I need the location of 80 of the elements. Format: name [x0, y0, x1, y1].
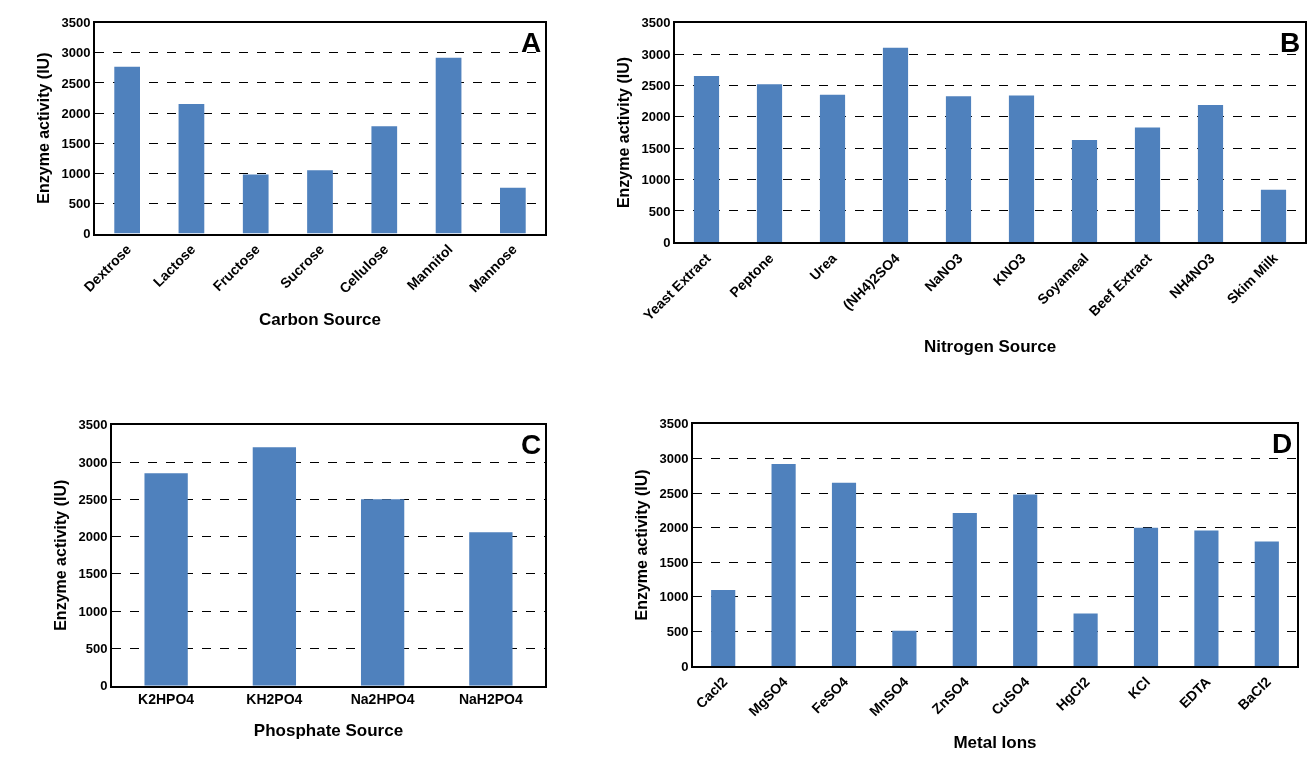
bar [1071, 140, 1098, 243]
y-tick-label: 1500 [641, 140, 671, 156]
bar [756, 84, 783, 243]
annotation: D [1272, 428, 1293, 459]
y-tick-label: 3000 [78, 454, 108, 470]
y-tick-label: 2000 [659, 520, 689, 536]
bar [469, 532, 513, 686]
bar [693, 76, 720, 243]
x-tick-label: Na2HPO4 [350, 691, 415, 708]
y-tick-label: 0 [83, 226, 91, 242]
bar [252, 447, 297, 686]
x-axis-title: Carbon Source [259, 310, 381, 330]
y-tick-label: 0 [663, 234, 671, 250]
x-axis-title: Phosphate Source [253, 721, 404, 741]
y-tick-label: 1500 [78, 566, 108, 582]
y-tick-label: 1000 [61, 165, 91, 181]
y-tick-label: 1000 [659, 589, 689, 605]
bar [1260, 189, 1287, 243]
y-tick-label: 0 [100, 678, 108, 694]
x-tick-label: K2HPO4 [138, 691, 195, 708]
x-tick-label: KH2PO4 [246, 691, 303, 708]
bar [771, 463, 796, 667]
y-tick-label: 3000 [61, 45, 91, 61]
y-tick-label: 1500 [61, 135, 91, 151]
bar [945, 96, 972, 243]
y-tick-label: 3500 [78, 417, 108, 433]
y-tick-label: 500 [648, 203, 671, 219]
bar [1194, 530, 1219, 667]
bar [144, 473, 188, 686]
x-axis-title: Metal Ions [953, 732, 1037, 752]
y-tick-label: 2500 [78, 491, 108, 507]
bar [371, 126, 398, 234]
bar [1254, 541, 1279, 667]
bar [711, 589, 736, 667]
y-tick-label: 2500 [659, 485, 689, 501]
bar [952, 513, 977, 667]
bar [1073, 613, 1098, 667]
bar [500, 187, 526, 234]
y-tick-label: 2500 [61, 75, 91, 91]
bar [307, 170, 333, 234]
bar [819, 94, 846, 243]
y-tick-label: 3000 [641, 46, 671, 62]
y-tick-label: 3500 [641, 15, 671, 31]
y-tick-label: 2000 [641, 109, 671, 125]
bar [831, 482, 857, 667]
y-tick-label: 1000 [641, 172, 671, 188]
x-tick-label: NaH2PO4 [458, 691, 523, 708]
y-tick-label: 3000 [659, 450, 689, 466]
bar [1134, 127, 1161, 243]
bar [882, 47, 909, 243]
y-tick-label: 3500 [61, 15, 91, 31]
bar [114, 66, 140, 234]
bar [242, 174, 269, 234]
bar [360, 499, 405, 686]
annotation: C [521, 429, 542, 460]
y-axis-title: Enzyme activity (IU) [34, 52, 52, 204]
y-tick-label: 2500 [641, 78, 671, 94]
y-axis-title: Enzyme activity (IU) [51, 479, 69, 631]
y-tick-label: 0 [681, 658, 689, 674]
y-tick-label: 500 [666, 624, 689, 640]
y-axis-title: Enzyme activity (IU) [632, 469, 650, 621]
y-tick-label: 2000 [61, 105, 91, 121]
y-tick-label: 2000 [78, 529, 108, 545]
bar [1197, 104, 1224, 243]
annotation: A [521, 27, 542, 58]
x-tick-label: KCl [1124, 673, 1154, 702]
y-tick-label: 500 [68, 195, 91, 211]
bar [178, 104, 205, 234]
y-axis-title: Enzyme activity (IU) [614, 56, 632, 209]
bar [1133, 527, 1159, 667]
bar [1008, 95, 1035, 243]
bar [1013, 494, 1038, 667]
y-tick-label: 1500 [659, 554, 689, 570]
y-tick-label: 1000 [78, 603, 108, 619]
bar [435, 57, 462, 234]
y-tick-label: 3500 [659, 416, 689, 432]
bar [892, 630, 917, 667]
x-axis-title: Nitrogen Source [923, 337, 1057, 357]
annotation: B [1280, 27, 1301, 58]
y-tick-label: 500 [85, 640, 108, 656]
